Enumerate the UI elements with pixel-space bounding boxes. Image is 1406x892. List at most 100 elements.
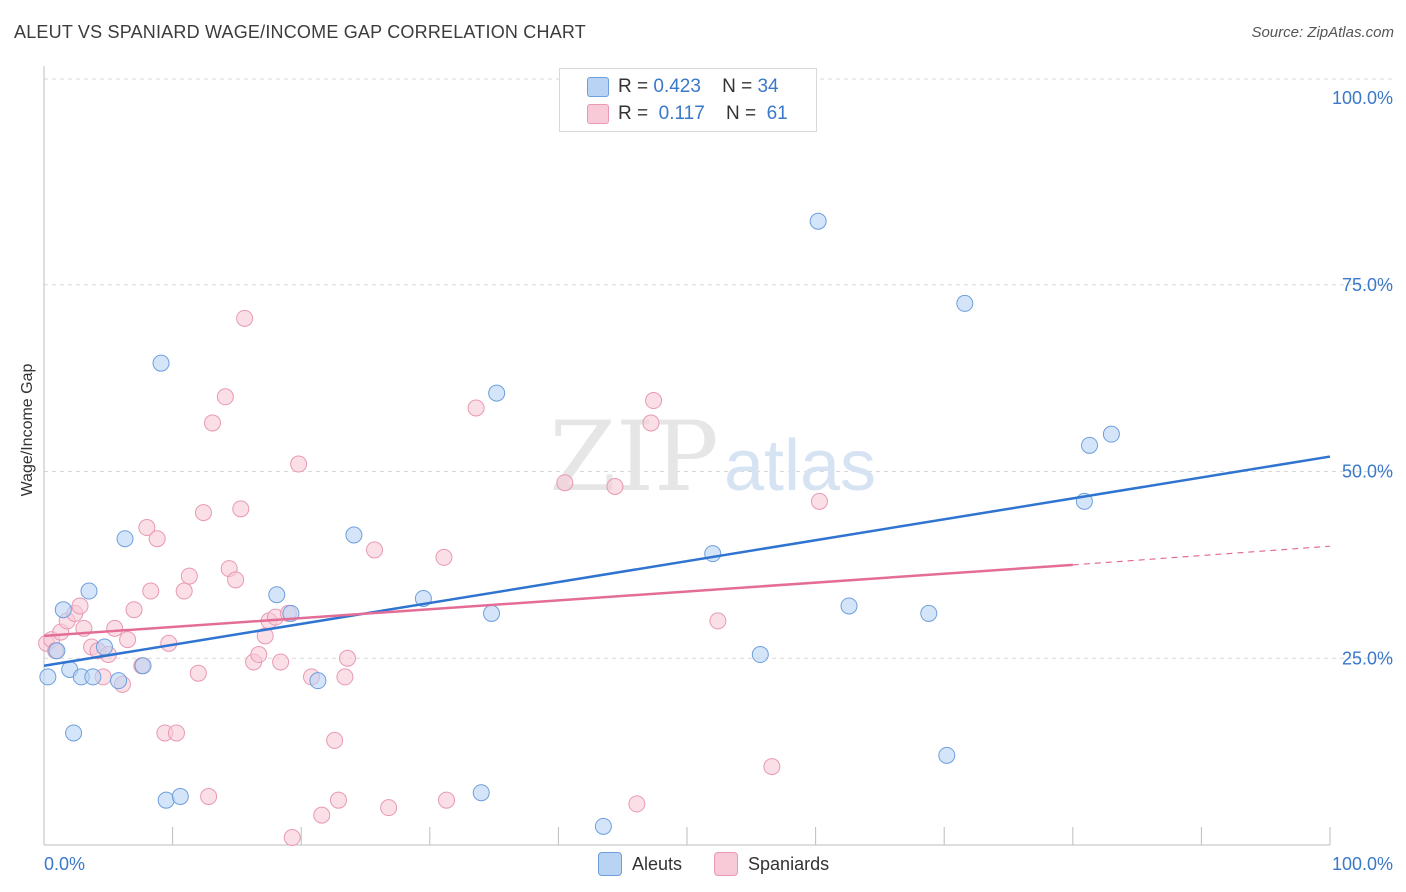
spaniard-point [628, 795, 646, 813]
aleut-point [483, 604, 501, 622]
spaniard-point [326, 731, 344, 749]
spaniard-point [119, 631, 137, 649]
spaniard-point [467, 399, 485, 417]
aleut-point [345, 526, 363, 544]
spaniard-point [290, 455, 308, 473]
aleut-point [594, 817, 612, 835]
source-label: Source: ZipAtlas.com [1251, 24, 1394, 41]
spaniards-trend-extension [1072, 545, 1331, 566]
spaniard-point [138, 519, 156, 537]
aleut-point [80, 582, 98, 600]
aleut-point [116, 530, 134, 548]
aleut-point [95, 638, 113, 656]
x-tick-label-max: 100.0% [1332, 854, 1393, 874]
spaniard-point [272, 653, 290, 671]
spaniard-point [106, 619, 124, 637]
spaniard-point [380, 799, 398, 817]
aleut-point [152, 354, 170, 372]
legend-item-aleuts[interactable]: Aleuts [598, 852, 682, 876]
legend-swatch-spaniards [714, 852, 739, 876]
legend-item-spaniards[interactable]: Spaniards [714, 852, 829, 876]
aleut-point [134, 657, 152, 675]
spaniard-point [189, 664, 207, 682]
legend-row-aleuts: R = 0.423 N = 34 [587, 75, 779, 99]
aleuts-trend-line [43, 455, 1331, 667]
spaniard-point [438, 791, 456, 809]
spaniard-point [167, 724, 185, 742]
spaniards-trend-line [43, 563, 1073, 638]
legend-label-spaniards: Spaniards [748, 853, 830, 874]
spaniard-point [435, 548, 453, 566]
spaniard-point [283, 829, 301, 847]
spaniard-point [763, 758, 781, 776]
y-tick-label-25: 25.0% [1342, 648, 1393, 668]
correlation-legend: R = 0.423 N = 34 R = 0.117 N = 61 [559, 68, 817, 132]
spaniard-point [338, 649, 356, 667]
aleut-point [65, 724, 83, 742]
aleut-point [39, 668, 57, 686]
legend-n-value-aleuts: 34 [757, 76, 779, 97]
trend-lines [43, 455, 1331, 667]
aleut-point [48, 642, 66, 660]
spaniard-point [203, 414, 221, 432]
spaniard-point [250, 646, 268, 664]
spaniard-point [71, 597, 89, 615]
x-tick-label-min: 0.0% [44, 854, 85, 874]
spaniard-point [366, 541, 384, 559]
spaniard-point [175, 582, 193, 600]
spaniard-point [556, 474, 574, 492]
legend-label-aleuts: Aleuts [632, 853, 683, 874]
aleut-point [1102, 425, 1120, 443]
legend-n-label: N = [722, 76, 753, 97]
tick-labels: 25.0% 50.0% 75.0% 100.0% 0.0% 100.0% [44, 88, 1393, 874]
spaniard-point [216, 388, 234, 406]
legend-r-label: R = [618, 76, 649, 97]
spaniard-point [200, 787, 218, 805]
aleut-point [1081, 436, 1099, 454]
axes [43, 66, 1331, 846]
aleut-point [157, 791, 175, 809]
spaniard-point [709, 612, 727, 630]
data-points [38, 212, 1120, 847]
grid-lines [44, 78, 1394, 659]
aleut-point [920, 604, 938, 622]
aleut-point [488, 384, 506, 402]
aleut-point [54, 601, 72, 619]
y-tick-label-75: 75.0% [1342, 275, 1393, 295]
chart-title: ALEUT VS SPANIARD WAGE/INCOME GAP CORREL… [14, 22, 586, 42]
spaniard-point [336, 668, 354, 686]
spaniard-point [125, 601, 143, 619]
spaniard-point [142, 582, 160, 600]
y-axis-label: Wage/Income Gap [19, 363, 36, 497]
legend-n-value-spaniards: 61 [766, 103, 788, 124]
spaniard-point [232, 500, 250, 518]
spaniard-point [194, 504, 212, 522]
y-tick-label-50: 50.0% [1342, 462, 1393, 482]
aleut-point [472, 784, 490, 802]
watermark-zip: ZIP [549, 401, 718, 513]
aleut-point [751, 646, 769, 664]
aleut-point [809, 212, 827, 230]
legend-swatch-spaniards [587, 104, 609, 124]
aleut-point [840, 597, 858, 615]
spaniard-point [810, 492, 828, 510]
spaniard-point [236, 309, 254, 327]
legend-row-spaniards: R = 0.117 N = 61 [587, 102, 788, 126]
y-tick-label-100: 100.0% [1332, 88, 1393, 108]
watermark: ZIP atlas [549, 401, 876, 513]
aleut-point [268, 586, 286, 604]
aleut-point [704, 545, 722, 563]
legend-n-label: N = [725, 103, 757, 124]
legend-r-label: R = [618, 103, 649, 124]
legend-r-value-spaniards: 0.117 [658, 103, 705, 124]
spaniard-point [313, 806, 331, 824]
spaniard-point [180, 567, 198, 585]
spaniard-point [227, 571, 245, 589]
legend-r-value-aleuts: 0.423 [653, 76, 701, 97]
aleut-point [309, 672, 327, 690]
legend-swatch-aleuts [587, 77, 609, 97]
aleut-point [938, 746, 956, 764]
aleut-point [171, 787, 189, 805]
spaniard-point [642, 414, 660, 432]
